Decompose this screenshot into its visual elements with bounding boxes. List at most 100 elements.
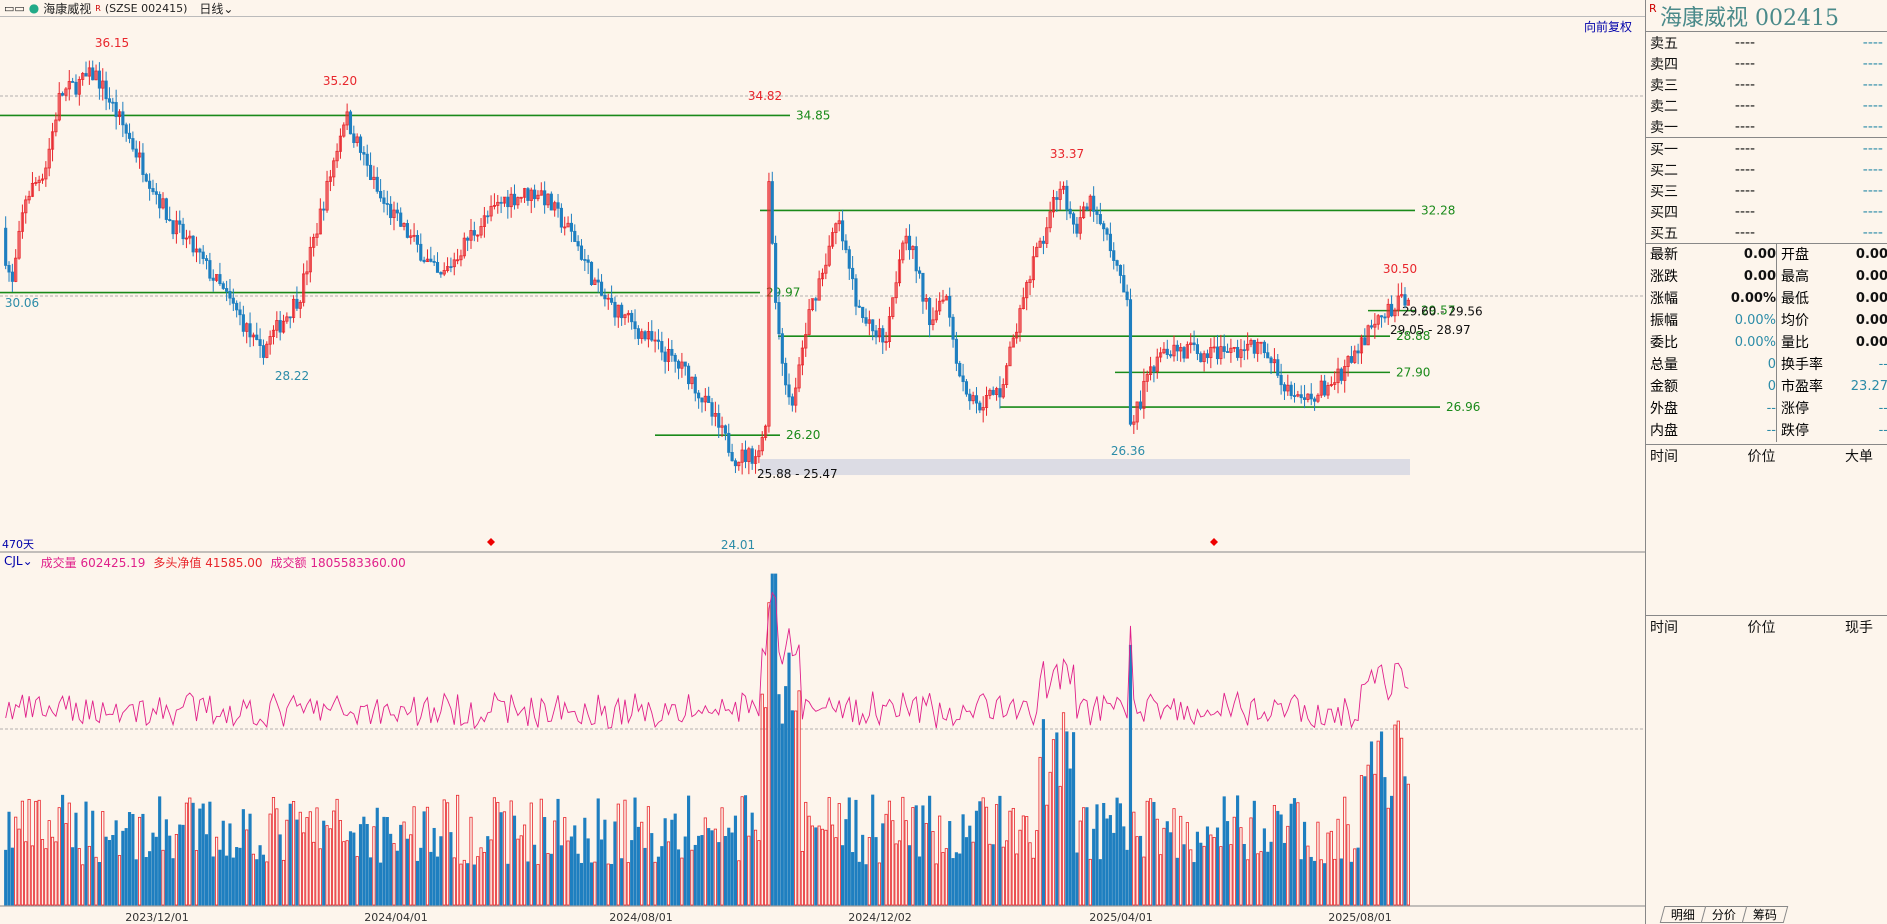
candle <box>208 260 212 279</box>
candle <box>332 160 336 178</box>
candle <box>760 437 764 452</box>
volume-bar <box>1021 815 1025 906</box>
candle <box>181 223 185 240</box>
candle <box>1011 337 1015 348</box>
indicator-selector[interactable]: CJL⌄ <box>4 554 33 568</box>
volume-bar <box>1061 712 1066 906</box>
volume-bar <box>4 849 8 906</box>
candle <box>978 402 982 411</box>
volume-bar <box>342 841 346 906</box>
candle <box>61 93 65 96</box>
volume-bar <box>1232 816 1236 906</box>
candle <box>362 152 366 155</box>
volume-bar <box>1182 844 1186 906</box>
volume-bar <box>630 840 634 906</box>
stat-value: 0 <box>1767 357 1776 372</box>
volume-bar <box>389 833 393 906</box>
volume-bar <box>204 834 209 906</box>
volume-bar <box>1102 802 1106 906</box>
price-chart[interactable]: 34.85 32.28 29.97 29.57 28.88 27.90 26.96 26.20… <box>0 17 1645 924</box>
volume-bar <box>1209 834 1213 906</box>
candle <box>318 208 322 235</box>
volume-bar <box>141 813 145 906</box>
candle <box>141 152 145 175</box>
volume-bar <box>1282 842 1287 906</box>
tab-detail[interactable]: 明细 <box>1659 906 1707 923</box>
volume-bar <box>107 839 112 906</box>
volume-bar <box>613 821 617 906</box>
period-selector[interactable]: 日线⌄ <box>199 0 233 17</box>
candle <box>198 248 202 253</box>
candle <box>476 234 480 237</box>
volume-bar <box>713 828 717 906</box>
volume-bar <box>355 856 359 906</box>
volume-bar <box>529 802 533 906</box>
volume-bar <box>37 799 41 906</box>
tab-chips[interactable]: 筹码 <box>1741 906 1789 923</box>
status-dot-icon: ● <box>28 1 40 15</box>
candle <box>486 215 490 218</box>
volume-bar <box>911 807 915 906</box>
candle <box>1195 344 1199 355</box>
volume-bar <box>1219 846 1223 906</box>
candle <box>857 305 861 308</box>
candle <box>663 351 667 362</box>
volume-bar <box>512 815 517 906</box>
volume-bar <box>144 857 148 906</box>
candle <box>1132 421 1136 425</box>
candle <box>245 323 249 332</box>
candle <box>1349 356 1353 363</box>
stock-chip-icon[interactable]: ▭▭ <box>4 1 25 15</box>
restore-button[interactable]: 向前复权 <box>1584 20 1633 34</box>
order-volume: ---- <box>1862 224 1883 241</box>
candle <box>158 194 162 209</box>
candle <box>546 193 550 206</box>
order-volume: ---- <box>1862 203 1883 220</box>
volume-bar <box>971 841 975 906</box>
volume-bar <box>737 860 741 906</box>
candle <box>509 193 513 208</box>
volume-bar <box>974 810 979 906</box>
candle <box>1078 217 1082 234</box>
candle <box>1306 393 1310 400</box>
order-volume: ---- <box>1862 55 1883 72</box>
volume-bar <box>1319 859 1323 906</box>
candle <box>97 70 101 89</box>
volume-bar <box>318 848 322 906</box>
candle <box>275 320 279 331</box>
candle <box>1148 366 1153 375</box>
volume-bar <box>1205 826 1210 906</box>
candle <box>593 279 597 285</box>
volume-bar <box>168 835 172 906</box>
candle <box>472 230 476 236</box>
tab-price[interactable]: 分价 <box>1700 906 1748 923</box>
candle <box>312 236 316 248</box>
candle <box>1189 342 1193 346</box>
candle <box>1336 368 1340 384</box>
volume-bar <box>261 854 266 906</box>
candle <box>569 222 573 232</box>
volume-bar <box>1379 731 1384 906</box>
event-marker-icon <box>487 538 495 546</box>
volume-bar <box>854 799 858 906</box>
volume-bar <box>958 853 962 906</box>
candle <box>1185 344 1189 359</box>
candle <box>1296 394 1300 397</box>
candle <box>1225 351 1230 353</box>
candle <box>784 362 788 386</box>
candle <box>231 297 235 304</box>
volume-bar <box>368 857 373 906</box>
quote-title: R 海康威视 002415 <box>1646 0 1887 32</box>
candle <box>117 111 122 118</box>
volume-bar <box>442 799 446 906</box>
order-price: ---- <box>1734 34 1756 51</box>
candle <box>1396 295 1400 311</box>
candle <box>1051 197 1056 213</box>
candle <box>372 176 376 180</box>
candle <box>620 304 624 319</box>
candle <box>971 395 975 402</box>
candle <box>1082 206 1086 219</box>
volume-bar <box>948 821 952 906</box>
candle <box>389 203 393 219</box>
candle <box>134 148 138 158</box>
